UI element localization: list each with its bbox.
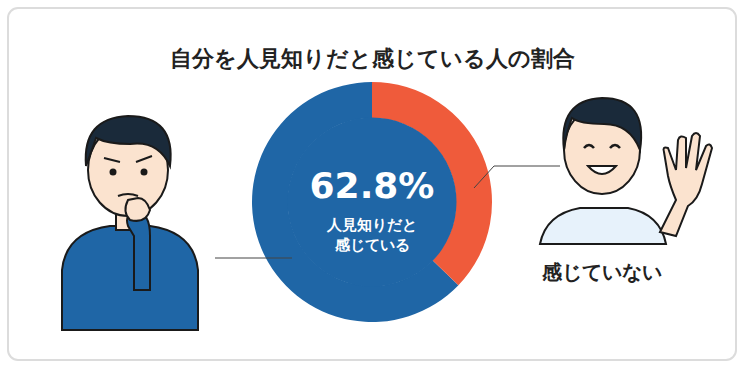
illustration-shy bbox=[62, 116, 198, 330]
center-disc bbox=[288, 118, 457, 287]
illustration-outgoing bbox=[540, 98, 712, 244]
leader-line bbox=[215, 258, 292, 259]
title: 自分を人見知りだと感じている人の割合 bbox=[170, 46, 575, 71]
category-label: 人見知りだと感じている bbox=[326, 216, 417, 254]
chart-svg: 自分を人見知りだと感じている人の割合 62.8% 人見知りだと感じている感じていない bbox=[0, 0, 744, 368]
category-label: 感じていない bbox=[541, 260, 662, 284]
leader-line bbox=[474, 166, 560, 188]
chart-container: 自分を人見知りだと感じている人の割合 62.8% 人見知りだと感じている感じていない bbox=[0, 0, 744, 368]
value-label: 62.8% bbox=[310, 165, 435, 206]
card bbox=[8, 8, 736, 360]
pie: 62.8% 人見知りだと感じている bbox=[252, 82, 492, 322]
